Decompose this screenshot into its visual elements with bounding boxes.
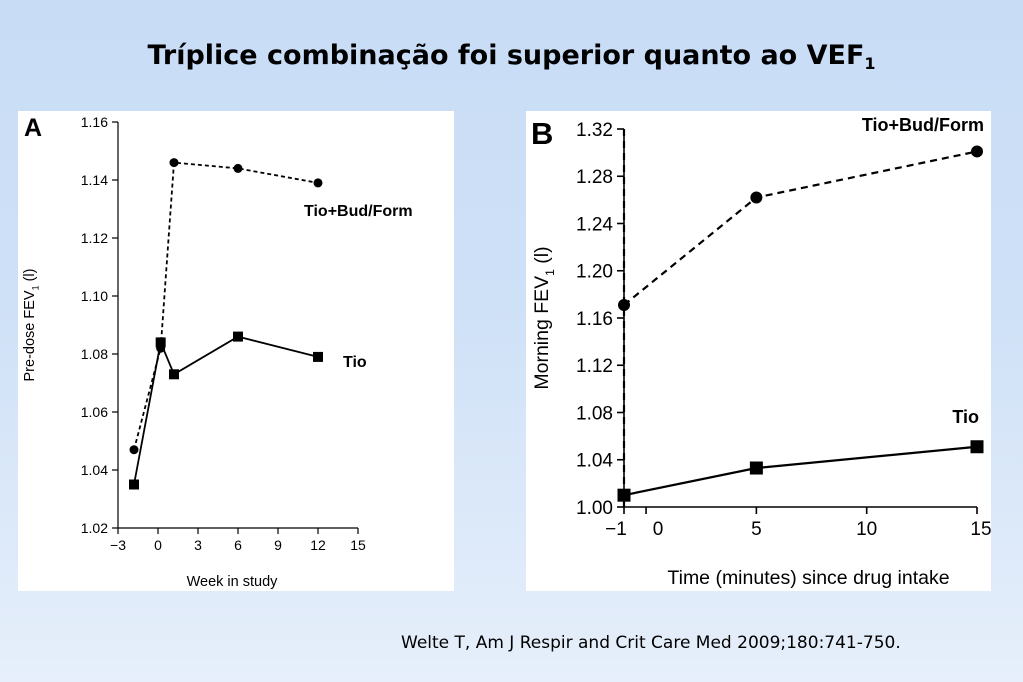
y-axis-title-main: Pre-dose FEV	[22, 290, 38, 381]
x-tick-label: 0	[154, 537, 162, 553]
series-label: Tio+Bud/Form	[304, 203, 413, 220]
y-tick-label: 1.32	[576, 120, 613, 141]
x-tick-label: −1	[605, 519, 627, 540]
y-tick-label: 1.06	[81, 404, 108, 420]
x-tick-label: 0	[653, 519, 664, 540]
y-tick-label: 1.08	[576, 403, 613, 424]
series-label: Tio	[952, 407, 979, 427]
panel-label: A	[24, 114, 42, 142]
slide-title-text: Tríplice combinação foi superior quanto …	[147, 40, 865, 71]
y-axis-title-main: Morning FEV	[531, 276, 553, 390]
series-line-tio	[133, 335, 319, 485]
x-tick-label: 10	[856, 519, 877, 540]
y-axis-title-unit: (l)	[531, 246, 553, 269]
x-tick-label: 9	[274, 537, 282, 553]
x-tick-label: 6	[234, 537, 242, 553]
series-label: Tio	[343, 354, 367, 371]
y-tick-label: 1.04	[576, 451, 613, 472]
slide-title: Tríplice combinação foi superior quanto …	[0, 40, 1023, 73]
x-tick-label: 15	[970, 519, 991, 540]
data-point-square	[313, 351, 323, 362]
y-tick-label: 1.16	[576, 309, 613, 330]
data-point-square	[233, 331, 243, 342]
x-tick-label: 3	[194, 537, 202, 553]
x-tick-label: 15	[350, 537, 366, 553]
panel-label: B	[531, 116, 553, 151]
y-axis-title-unit: (l)	[22, 269, 38, 286]
series-line-tio	[623, 445, 978, 497]
x-tick-label: 12	[310, 537, 326, 553]
y-tick-label: 1.28	[576, 167, 613, 188]
chart-panel-b: B 1.00 1.04 1.08 1.12 1.16 1.20 1.24 1.28 1.32 −1 0…	[526, 111, 992, 591]
y-tick-label: 1.00	[576, 498, 613, 519]
x-axis-title: Week in study	[187, 574, 279, 590]
slide-title-subscript: 1	[864, 54, 876, 73]
y-tick-label: 1.04	[81, 462, 108, 478]
data-point-circle	[971, 145, 983, 158]
citation: Welte T, Am J Respir and Crit Care Med 2…	[401, 633, 901, 653]
x-axis-title: Time (minutes) since drug intake	[667, 567, 949, 589]
y-axis-title: Pre-dose FEV1 (l)	[22, 269, 40, 382]
y-tick-label: 1.24	[576, 214, 613, 235]
y-tick-label: 1.14	[81, 172, 108, 188]
y-tick-label: 1.08	[81, 346, 108, 362]
data-point-circle	[618, 299, 630, 312]
chart-b-svg: B 1.00 1.04 1.08 1.12 1.16 1.20 1.24 1.28 1.32 −1 0…	[531, 115, 992, 589]
data-point-square	[169, 369, 179, 380]
data-point-circle	[129, 445, 139, 455]
data-point-circle	[313, 178, 323, 188]
y-tick-label: 1.12	[576, 356, 613, 377]
data-point-square	[129, 479, 139, 490]
data-point-square	[155, 337, 166, 348]
chart-panel-a: A 1.02 1.04 1.06 1.08 1.10 1.12 1.14 1.16 −3 0 3 6 9 1…	[18, 111, 454, 591]
chart-a-svg: A 1.02 1.04 1.06 1.08 1.10 1.12 1.14 1.16 −3 0 3 6 9 1…	[22, 114, 413, 590]
y-axis-title-sub: 1	[30, 285, 40, 290]
y-axis-title-sub: 1	[543, 269, 557, 276]
x-tick-label: 5	[751, 519, 762, 540]
y-tick-label: 1.10	[81, 288, 108, 304]
y-tick-label: 1.20	[576, 262, 613, 283]
data-point-circle	[233, 163, 243, 173]
data-point-circle	[169, 158, 179, 168]
y-tick-label: 1.02	[81, 520, 108, 536]
y-axis-title: Morning FEV1 (l)	[531, 246, 557, 389]
y-tick-label: 1.12	[81, 230, 108, 246]
data-point-circle	[750, 191, 763, 204]
series-label: Tio+Bud/Form	[862, 115, 984, 135]
x-tick-label: −3	[110, 537, 126, 553]
data-point-square	[749, 461, 763, 475]
data-point-square	[970, 440, 984, 454]
series-line-combo	[133, 161, 319, 450]
data-point-square	[617, 488, 631, 502]
series-line-combo	[623, 150, 978, 306]
y-tick-label: 1.16	[81, 114, 108, 130]
